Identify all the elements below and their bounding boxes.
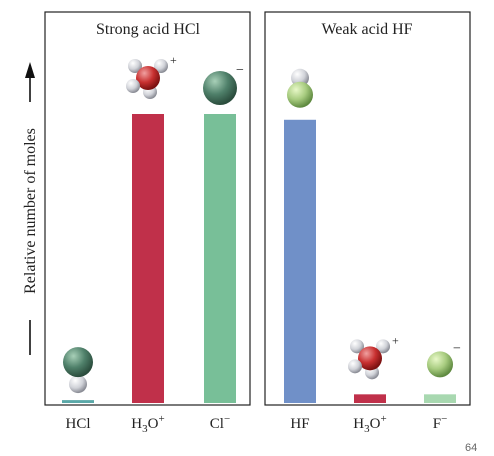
bar-0-1 (132, 114, 164, 403)
chlorine-atom (203, 71, 237, 105)
left-panel-title: Strong acid HCl (96, 21, 201, 38)
negative-charge-label: − (236, 63, 244, 78)
hydrogen-atom (126, 79, 140, 93)
molecules-layer: + − + − (63, 53, 461, 394)
y-axis-label: Relative number of moles (22, 128, 39, 294)
oxygen-atom (136, 66, 160, 90)
right-panel-title: Weak acid HF (321, 21, 412, 38)
bar-1-0 (284, 119, 316, 403)
hydrogen-atom (376, 339, 390, 354)
bar-1-2 (424, 394, 456, 403)
hydrogen-atom (69, 375, 87, 394)
hydronium-ion: + (348, 333, 399, 380)
fluorine-atom (287, 81, 313, 108)
tick-labels-layer: HCl H3O+ Cl− HF H3O+ F− (65, 413, 447, 435)
hydronium-ion: + (126, 53, 177, 99)
hcl-molecule (63, 347, 93, 394)
bar-0-2 (204, 114, 236, 403)
negative-charge-label: − (453, 341, 461, 356)
bar-1-1 (354, 394, 386, 403)
tick-label-1-1: H3O+ (353, 413, 386, 435)
hydrogen-atom (154, 59, 168, 73)
bar-0-0 (62, 400, 94, 403)
hf-molecule (287, 68, 313, 108)
chlorine-atom (63, 347, 93, 378)
chloride-ion: − (203, 63, 244, 105)
y-axis-label-group: Relative number of moles (22, 62, 39, 355)
left-panel-frame (44, 11, 251, 406)
fluoride-ion: − (427, 341, 461, 378)
y-axis-arrow-icon (25, 62, 35, 78)
positive-charge-label: + (392, 333, 399, 347)
hydrogen-atom (291, 68, 309, 87)
bars-layer (62, 114, 456, 403)
tick-label-1-2: F− (433, 413, 448, 432)
positive-charge-label: + (170, 53, 177, 67)
tick-label-0-2: Cl− (210, 413, 230, 432)
page-number: 64 (465, 442, 478, 454)
tick-label-0-1: H3O+ (131, 413, 164, 435)
hydrogen-atom (128, 59, 142, 73)
right-panel-frame (264, 11, 471, 406)
fluorine-atom (427, 351, 453, 378)
hydrogen-atom (348, 359, 362, 374)
hydrogen-atom (350, 339, 364, 354)
oxygen-atom (358, 346, 382, 371)
tick-label-0-0: HCl (65, 416, 90, 432)
tick-label-1-0: HF (290, 416, 309, 432)
